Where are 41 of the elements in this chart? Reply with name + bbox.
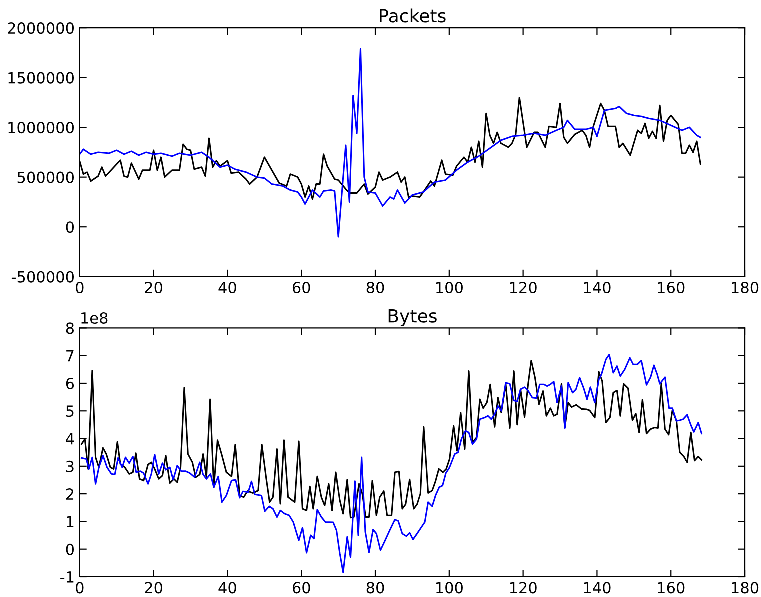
x-tick-label: 40	[218, 582, 236, 594]
y-tick-label: 2	[66, 488, 74, 500]
y-tick-label: 6	[66, 378, 74, 390]
y-tick-label: 1500000	[8, 72, 74, 84]
x-tick-label: 60	[292, 282, 310, 294]
x-tick-label: 160	[658, 582, 685, 594]
y-tick-label: 0	[66, 222, 74, 234]
x-tick-label: 140	[584, 282, 611, 294]
line-series	[80, 48, 702, 238]
x-tick-label: 20	[145, 582, 163, 594]
y-tick-label: 1	[67, 516, 74, 528]
y-tick-label: -1	[60, 572, 74, 583]
y-tick-label: 4	[66, 433, 74, 445]
chart-title: Packets	[380, 8, 446, 23]
y-tick-label: 7	[66, 350, 74, 362]
x-tick-label: 0	[76, 282, 84, 294]
y-tick-label: 3	[66, 460, 74, 472]
x-tick-label: 80	[366, 282, 384, 294]
y-tick-label: 0	[66, 544, 74, 556]
line-series	[80, 354, 703, 574]
x-tick-label: 60	[292, 582, 310, 594]
y-tick-label: 500000	[18, 172, 74, 184]
x-tick-label: 100	[436, 282, 463, 294]
x-tick-label: 180	[732, 582, 759, 594]
y-tick-label: 5	[66, 406, 74, 418]
x-tick-label: 0	[76, 582, 84, 594]
chart-title: Bytes	[388, 309, 437, 326]
x-tick-label: 180	[732, 282, 759, 294]
x-tick-label: 100	[436, 582, 463, 594]
y-tick-label: 2000000	[8, 22, 74, 34]
x-tick-label: 80	[366, 582, 384, 594]
text: 1e8	[82, 312, 108, 324]
x-tick-label: 20	[145, 282, 163, 294]
x-tick-label: 160	[658, 282, 685, 294]
x-tick-label: 40	[218, 282, 236, 294]
x-tick-label: 120	[510, 582, 537, 594]
x-tick-label: 140	[584, 582, 611, 594]
y-tick-label: 1000000	[8, 122, 74, 134]
y-tick-label: -500000	[12, 271, 74, 283]
x-tick-label: 120	[510, 282, 537, 294]
y-tick-label: 8	[66, 322, 74, 334]
